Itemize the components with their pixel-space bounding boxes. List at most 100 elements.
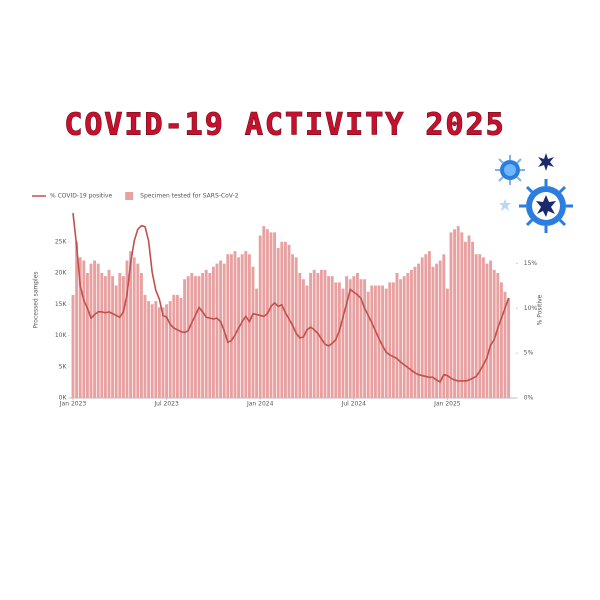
bar xyxy=(125,260,129,398)
y2-tick-label: 15% xyxy=(524,260,538,267)
bar xyxy=(370,285,374,398)
bar xyxy=(399,279,403,398)
bar xyxy=(438,260,442,398)
x-tick-label: Jan 2023 xyxy=(59,401,87,408)
y-tick-label: 25K xyxy=(55,238,68,245)
bar xyxy=(136,263,140,398)
bar xyxy=(373,285,377,398)
bar xyxy=(377,285,381,398)
bar xyxy=(114,285,118,398)
bar xyxy=(172,294,176,398)
bar xyxy=(327,276,331,398)
bar xyxy=(427,251,431,398)
bar xyxy=(460,232,464,398)
bar xyxy=(204,269,208,398)
bar xyxy=(208,273,212,398)
legend-swatch xyxy=(125,192,134,200)
bar xyxy=(262,226,266,398)
bar xyxy=(431,266,435,398)
y2-axis-label: % Positive xyxy=(537,294,544,325)
bar xyxy=(330,276,334,398)
y-axis-label: Processed samples xyxy=(33,271,40,328)
bar xyxy=(219,260,223,398)
bar xyxy=(341,288,345,398)
bar xyxy=(71,294,75,398)
bar xyxy=(478,254,482,398)
bar xyxy=(93,260,97,398)
bar xyxy=(294,257,298,398)
bar xyxy=(337,282,341,398)
y-tick-label: 15K xyxy=(55,301,68,308)
bar xyxy=(240,254,244,398)
bar xyxy=(449,232,453,398)
bar xyxy=(409,269,413,398)
bar xyxy=(103,276,107,398)
bar xyxy=(445,288,449,398)
bar xyxy=(179,298,183,398)
bar xyxy=(301,279,305,398)
y-tick-label: 5K xyxy=(59,363,68,370)
bar xyxy=(345,276,349,398)
bar xyxy=(139,273,143,398)
bar xyxy=(186,276,190,398)
line xyxy=(72,213,510,383)
bar xyxy=(489,260,493,398)
bar xyxy=(247,254,251,398)
bar xyxy=(503,291,507,398)
bar xyxy=(258,235,262,398)
bar xyxy=(474,254,478,398)
bar xyxy=(435,263,439,398)
bar xyxy=(496,273,500,398)
bar xyxy=(471,241,475,398)
bar xyxy=(211,266,215,398)
bar xyxy=(402,276,406,398)
bar xyxy=(226,254,230,398)
bar xyxy=(319,269,323,398)
bar xyxy=(276,248,280,398)
bar xyxy=(161,307,165,398)
bar xyxy=(352,276,356,398)
bar xyxy=(391,282,395,398)
bar xyxy=(233,251,237,398)
bar xyxy=(78,257,82,398)
bar xyxy=(305,285,309,398)
bar xyxy=(111,276,115,398)
y-tick-label: 20K xyxy=(55,270,68,277)
bar xyxy=(154,301,158,398)
bar xyxy=(280,241,284,398)
bar xyxy=(190,273,194,398)
bar xyxy=(395,273,399,398)
bar xyxy=(132,257,136,398)
bar xyxy=(143,294,147,398)
bar xyxy=(215,263,219,398)
bar xyxy=(406,273,410,398)
bar xyxy=(273,232,277,398)
bar xyxy=(107,269,111,398)
legend-label: Specimen tested for SARS-CoV-2 xyxy=(140,193,239,200)
bar xyxy=(413,266,417,398)
bar xyxy=(150,304,154,398)
legend-label: % COVID-19 positive xyxy=(50,193,112,200)
bar xyxy=(388,282,392,398)
bar xyxy=(255,288,259,398)
bar xyxy=(183,279,187,398)
bar xyxy=(168,301,172,398)
bar xyxy=(453,229,457,398)
bar xyxy=(82,260,86,398)
bar xyxy=(355,273,359,398)
bar xyxy=(201,273,205,398)
bar xyxy=(118,273,122,398)
bar xyxy=(456,226,460,398)
y-tick-label: 0K xyxy=(59,395,68,402)
bar xyxy=(420,257,424,398)
bar xyxy=(89,263,93,398)
bar xyxy=(417,263,421,398)
bar xyxy=(244,251,248,398)
bar xyxy=(309,273,313,398)
bar xyxy=(507,298,511,398)
bar xyxy=(75,241,79,398)
bar xyxy=(424,254,428,398)
bar xyxy=(298,273,302,398)
bar xyxy=(481,257,485,398)
